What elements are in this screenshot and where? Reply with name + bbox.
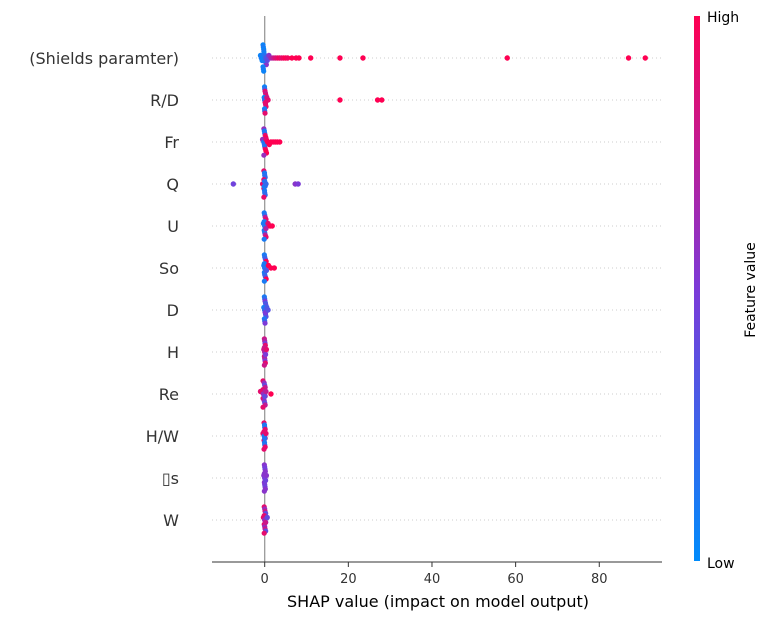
x-axis-title: SHAP value (impact on model output) [287, 592, 589, 611]
x-tick-label: 80 [591, 572, 608, 587]
shap-point [265, 97, 271, 103]
shap-point [268, 391, 274, 397]
shap-point [263, 388, 269, 395]
colorbar [694, 16, 700, 561]
shap-point [263, 267, 270, 274]
shap-point [264, 514, 270, 521]
colorbar-low-label: Low [707, 556, 735, 572]
shap-point [307, 55, 314, 61]
feature-label: W [163, 511, 179, 530]
shap-point-cluster [261, 194, 267, 200]
feature-label: Fr [164, 133, 179, 152]
feature-label: D [167, 301, 179, 320]
shap-point [625, 55, 632, 61]
colorbar-title: Feature value [743, 242, 759, 338]
feature-label: Re [159, 385, 179, 404]
shap-point [296, 55, 302, 61]
shap-point [230, 181, 237, 187]
shap-point [261, 435, 268, 442]
feature-label: Q [166, 175, 179, 194]
shap-point [271, 265, 278, 271]
shap-point-cluster [261, 152, 267, 158]
x-tick-label: 60 [507, 572, 524, 587]
shap-point [360, 55, 366, 61]
x-tick-label: 40 [424, 572, 441, 587]
shap-point-cluster [261, 362, 267, 368]
shap-point [263, 346, 270, 353]
feature-label: (Shields paramter) [29, 49, 179, 68]
shap-point-cluster [262, 320, 268, 326]
x-tick-label: 0 [261, 572, 269, 587]
shap-point [262, 519, 269, 526]
shap-point [289, 55, 295, 61]
colorbar-high-label: High [707, 10, 739, 26]
feature-label: So [159, 259, 179, 278]
shap-point [284, 55, 291, 61]
feature-labels: (Shields paramter) R/D Fr Q U So D H Re H/W ▯s W [29, 49, 179, 530]
shap-point-cluster [261, 488, 267, 494]
shap-point [265, 307, 271, 313]
shap-point [295, 181, 301, 187]
feature-label: H [167, 343, 179, 362]
x-axis-ticks: 0 20 40 60 80 [261, 562, 608, 587]
feature-label: ▯s [162, 469, 179, 488]
shap-point [337, 97, 343, 103]
feature-label: R/D [150, 91, 179, 110]
shap-point [269, 223, 275, 229]
x-tick-label: 20 [340, 572, 357, 587]
shap-point-cluster [261, 446, 267, 452]
shap-point-cluster [261, 278, 267, 284]
shap-point [263, 181, 269, 187]
shap-point [263, 430, 269, 437]
feature-label: H/W [146, 427, 179, 446]
shap-point [374, 97, 381, 103]
shap-point [277, 139, 283, 145]
feature-label: U [167, 217, 179, 236]
shap-point [504, 55, 510, 61]
shap-point [379, 97, 385, 103]
shap-point [642, 55, 648, 61]
shap-point [262, 351, 269, 358]
shap-point [263, 225, 269, 232]
shap-point-cluster [260, 404, 266, 410]
shap-point [337, 55, 343, 61]
shap-point-cluster [261, 236, 267, 242]
shap-point [262, 477, 269, 484]
shap-points [230, 42, 648, 536]
shap-point-cluster [261, 530, 267, 536]
row-guides [212, 57, 662, 521]
shap-point-cluster [262, 110, 268, 116]
shap-point [263, 472, 270, 479]
shap-point-cluster [261, 68, 267, 74]
shap-point [261, 393, 268, 400]
